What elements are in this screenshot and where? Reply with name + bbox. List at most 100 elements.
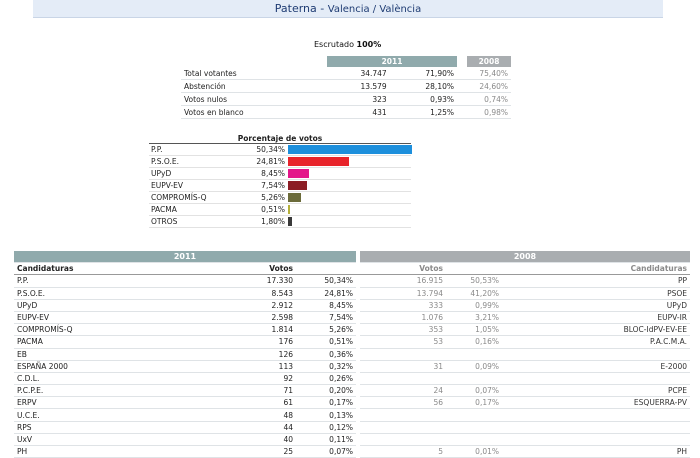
party-name: P.C.P.E. bbox=[14, 384, 220, 398]
party-pct: 0,26% bbox=[296, 372, 356, 386]
party-name-prev bbox=[502, 408, 690, 422]
party-name-prev: P.A.C.M.A. bbox=[502, 335, 690, 349]
chart-category-label: OTROS bbox=[151, 217, 178, 226]
party-votes-prev bbox=[360, 348, 446, 361]
summary-prev-pct: 24,60% bbox=[467, 79, 511, 93]
results-table: 2011 2008 Candidaturas Votos Votos Candi… bbox=[14, 251, 690, 458]
col-gap bbox=[356, 262, 360, 276]
result-row: UPyD 2.912 8,45% 333 0,99% UPyD bbox=[14, 299, 690, 312]
party-votes: 176 bbox=[220, 335, 296, 349]
summary-votes: 431 bbox=[327, 105, 390, 119]
summary-pct: 0,93% bbox=[389, 92, 457, 106]
col-candidaturas-prev: Candidaturas bbox=[502, 262, 690, 276]
chart-bar bbox=[288, 181, 307, 190]
result-row: P.P. 17.330 50,34% 16.915 50,53% PP bbox=[14, 274, 690, 288]
party-votes: 8.543 bbox=[220, 287, 296, 300]
chart-bar bbox=[288, 205, 290, 214]
chart-category-label: PACMA bbox=[151, 205, 177, 214]
party-name: RPS bbox=[14, 421, 220, 434]
chart-category-label: EUPV-EV bbox=[151, 181, 184, 190]
party-name-prev: UPyD bbox=[502, 299, 690, 312]
party-votes: 1.814 bbox=[220, 323, 296, 337]
chart-value-label: 24,81% bbox=[256, 157, 285, 166]
summary-row: Abstención 13.579 28,10% 24,60% bbox=[181, 79, 511, 93]
party-pct: 0,07% bbox=[296, 445, 356, 458]
party-pct: 0,17% bbox=[296, 396, 356, 410]
chart-value-label: 50,34% bbox=[256, 145, 285, 154]
chart-value-label: 8,45% bbox=[261, 169, 285, 178]
party-pct-prev: 0,99% bbox=[446, 299, 502, 312]
result-row: C.D.L. 92 0,26% bbox=[14, 372, 690, 386]
summary-prev-pct: 75,40% bbox=[467, 67, 511, 80]
summary-label: Abstención bbox=[181, 79, 327, 93]
summary-header-blank bbox=[181, 56, 327, 67]
result-row: EB 126 0,36% bbox=[14, 348, 690, 361]
result-row: EUPV-EV 2.598 7,54% 1.076 3,21% EUPV-IR bbox=[14, 311, 690, 325]
party-votes-prev: 53 bbox=[360, 335, 446, 349]
party-pct-prev bbox=[446, 408, 502, 422]
party-pct: 0,51% bbox=[296, 335, 356, 349]
party-pct-prev bbox=[446, 421, 502, 434]
escrutado-value: 100% bbox=[356, 40, 382, 49]
party-pct: 24,81% bbox=[296, 287, 356, 300]
col-pct-prev bbox=[446, 262, 502, 276]
party-votes-prev bbox=[360, 421, 446, 434]
party-votes: 2.912 bbox=[220, 299, 296, 312]
results-year-row: 2011 2008 bbox=[14, 251, 690, 264]
party-name: P.S.O.E. bbox=[14, 287, 220, 300]
summary-label: Total votantes bbox=[181, 67, 327, 80]
party-name: C.D.L. bbox=[14, 372, 220, 386]
col-votos-prev: Votos bbox=[360, 262, 446, 276]
province-subtitle: Valencia / València bbox=[327, 4, 422, 15]
result-row: PACMA 176 0,51% 53 0,16% P.A.C.M.A. bbox=[14, 335, 690, 349]
party-name-prev: PSOE bbox=[502, 287, 690, 300]
summary-pct: 1,25% bbox=[389, 105, 457, 119]
party-votes-prev bbox=[360, 372, 446, 386]
chart-value-label: 1,80% bbox=[261, 217, 285, 226]
party-votes: 40 bbox=[220, 433, 296, 447]
party-name-prev: BLOC-IdPV-EV-EE bbox=[502, 323, 690, 337]
summary-votes: 34.747 bbox=[327, 67, 390, 80]
page-header: Paterna - Valencia / València bbox=[33, 0, 663, 18]
chart-row: UPyD 8,45% bbox=[149, 168, 411, 180]
chart-row: P.S.O.E. 24,81% bbox=[149, 156, 411, 168]
party-votes: 2.598 bbox=[220, 311, 296, 325]
result-row: ESPAÑA 2000 113 0,32% 31 0,09% E-2000 bbox=[14, 360, 690, 373]
party-pct: 0,32% bbox=[296, 360, 356, 373]
party-votes-prev: 333 bbox=[360, 299, 446, 312]
result-row: COMPROMÍS-Q 1.814 5,26% 353 1,05% BLOC-IdPV-E… bbox=[14, 323, 690, 337]
summary-row: Votos en blanco 431 1,25% 0,98% bbox=[181, 105, 511, 119]
party-pct-prev: 41,20% bbox=[446, 287, 502, 300]
summary-gap bbox=[457, 105, 467, 119]
escrutado-label: Escrutado bbox=[314, 40, 354, 49]
party-votes: 25 bbox=[220, 445, 296, 458]
vote-share-chart-title: Porcentaje de votos bbox=[149, 134, 411, 144]
party-votes-prev: 24 bbox=[360, 384, 446, 398]
party-name-prev bbox=[502, 421, 690, 434]
party-pct: 7,54% bbox=[296, 311, 356, 325]
title-separator: - bbox=[316, 2, 328, 15]
chart-bar bbox=[288, 169, 309, 178]
party-name-prev: PH bbox=[502, 445, 690, 458]
party-pct-prev: 0,16% bbox=[446, 335, 502, 349]
col-votos: Votos bbox=[220, 262, 296, 276]
chart-row: OTROS 1,80% bbox=[149, 216, 411, 228]
party-name: COMPROMÍS-Q bbox=[14, 323, 220, 337]
party-votes-prev: 13.794 bbox=[360, 287, 446, 300]
chart-value-label: 7,54% bbox=[261, 181, 285, 190]
party-pct-prev: 50,53% bbox=[446, 274, 502, 288]
party-pct-prev: 0,07% bbox=[446, 384, 502, 398]
party-votes: 17.330 bbox=[220, 274, 296, 288]
party-pct-prev bbox=[446, 372, 502, 386]
chart-value-label: 0,51% bbox=[261, 205, 285, 214]
party-name-prev: PCPE bbox=[502, 384, 690, 398]
party-votes-prev: 353 bbox=[360, 323, 446, 337]
party-votes: 92 bbox=[220, 372, 296, 386]
chart-category-label: COMPROMÍS-Q bbox=[151, 193, 207, 202]
party-pct-prev: 0,01% bbox=[446, 445, 502, 458]
party-votes-prev: 16.915 bbox=[360, 274, 446, 288]
chart-row: EUPV-EV 7,54% bbox=[149, 180, 411, 192]
vote-share-chart: P.P. 50,34% P.S.O.E. 24,81% UPyD 8,45% EUPV-EV… bbox=[149, 144, 412, 228]
col-candidaturas: Candidaturas bbox=[14, 262, 220, 276]
col-pct bbox=[296, 262, 356, 276]
